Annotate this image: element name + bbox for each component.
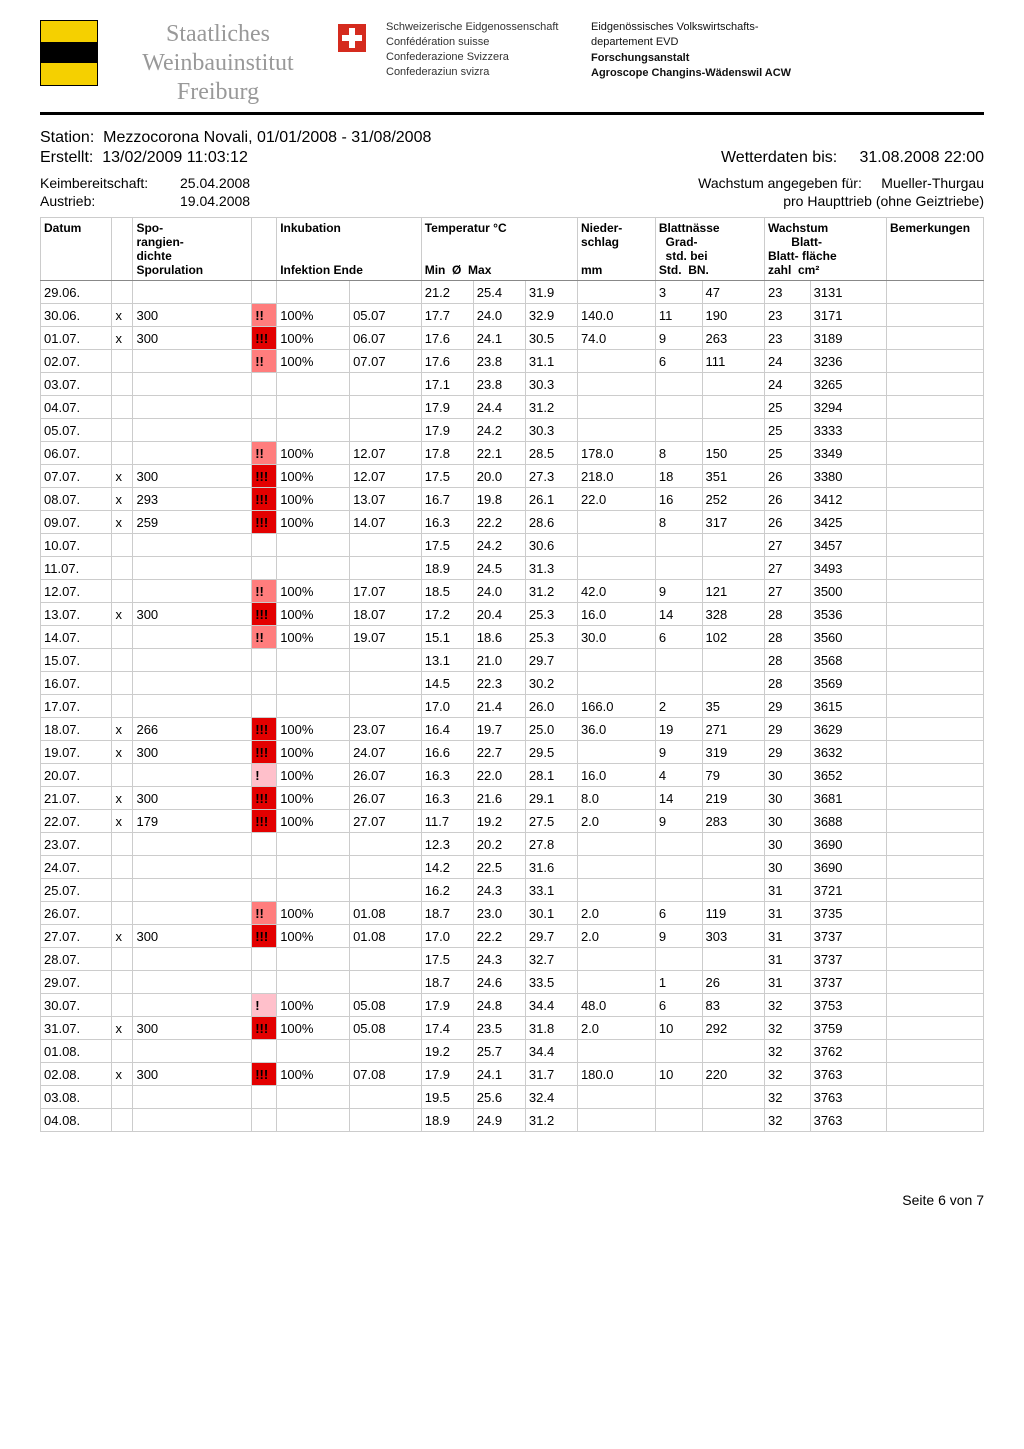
col-bemerk: Bemerkungen [887,218,984,281]
table-row: 29.07.18.724.633.5126313737 [41,971,984,994]
col-temp: Temperatur °CMin Ø Max [421,218,577,281]
table-row: 20.07.!100%26.0716.322.028.116.047930365… [41,764,984,787]
table-row: 17.07.17.021.426.0166.0235293615 [41,695,984,718]
department-text: Eidgenössisches Volkswirtschafts- depart… [591,20,791,82]
table-row: 19.07.x300!!!100%24.0716.622.729.5931929… [41,741,984,764]
table-row: 06.07.!!100%12.0717.822.128.5178.0815025… [41,442,984,465]
table-row: 31.07.x300!!!100%05.0817.423.531.82.0102… [41,1017,984,1040]
table-row: 02.07.!!100%07.0717.623.831.16111243236 [41,350,984,373]
table-row: 11.07.18.924.531.3273493 [41,557,984,580]
table-row: 12.07.!!100%17.0718.524.031.242.09121273… [41,580,984,603]
table-row: 28.07.17.524.332.7313737 [41,948,984,971]
table-row: 05.07.17.924.230.3253333 [41,419,984,442]
table-row: 27.07.x300!!!100%01.0817.022.229.72.0930… [41,925,984,948]
table-row: 01.08.19.225.734.4323762 [41,1040,984,1063]
table-row: 04.08.18.924.931.2323763 [41,1109,984,1132]
table-row: 29.06.21.225.431.9347233131 [41,281,984,304]
table-row: 01.07.x300!!!100%06.0717.624.130.574.092… [41,327,984,350]
table-row: 30.06.x300!!100%05.0717.724.032.9140.011… [41,304,984,327]
table-row: 13.07.x300!!!100%18.0717.220.425.316.014… [41,603,984,626]
bw-crest-icon [40,20,98,86]
col-x [112,218,133,281]
swiss-cross-icon [338,24,366,52]
page-footer: Seite 6 von 7 [40,1192,984,1208]
col-blatt: Blattnässe Grad- std. beiStd. BN. [655,218,764,281]
keim-line: Keimbereitschaft:25.04.2008 Wachstum ang… [40,175,984,191]
table-row: 22.07.x179!!!100%27.0711.719.227.52.0928… [41,810,984,833]
table-row: 04.07.17.924.431.2253294 [41,396,984,419]
austrieb-line: Austrieb:19.04.2008 pro Haupttrieb (ohne… [40,193,984,209]
table-row: 26.07.!!100%01.0818.723.030.12.061193137… [41,902,984,925]
table-row: 24.07.14.222.531.6303690 [41,856,984,879]
col-wachs: Wachstum Blatt-Blatt- flächezahl cm² [764,218,886,281]
table-row: 14.07.!!100%19.0715.118.625.330.06102283… [41,626,984,649]
table-row: 25.07.16.224.333.1313721 [41,879,984,902]
table-row: 23.07.12.320.227.8303690 [41,833,984,856]
table-row: 10.07.17.524.230.6273457 [41,534,984,557]
col-nieder: Nieder-schlagmm [577,218,655,281]
table-row: 09.07.x259!!!100%14.0716.322.228.6831726… [41,511,984,534]
table-row: 16.07.14.522.330.2283569 [41,672,984,695]
table-row: 30.07.!100%05.0817.924.834.448.068332375… [41,994,984,1017]
table-row: 03.07.17.123.830.3243265 [41,373,984,396]
table-row: 08.07.x293!!!100%13.0716.719.826.122.016… [41,488,984,511]
table-row: 03.08.19.525.632.4323763 [41,1086,984,1109]
table-row: 15.07.13.121.029.7283568 [41,649,984,672]
col-datum: Datum [41,218,112,281]
table-row: 21.07.x300!!!100%26.0716.321.629.18.0142… [41,787,984,810]
created-wetter-line: Erstellt: 13/02/2009 11:03:12 Wetterdate… [40,149,984,167]
station-line: Station: Mezzocorona Novali, 01/01/2008 … [40,129,984,147]
col-spo: Spo-rangien-dichteSporulation [133,218,252,281]
confederation-text: Schweizerische Eidgenossenschaft Confédé… [386,20,571,79]
weather-data-table: Datum Spo-rangien-dichteSporulation Inku… [40,217,984,1132]
page-header: Staatliches Weinbauinstitut Freiburg Sch… [40,20,984,115]
table-row: 02.08.x300!!!100%07.0817.924.131.7180.01… [41,1063,984,1086]
col-warn [252,218,277,281]
col-inku: InkubationInfektion Ende [277,218,422,281]
institute-name: Staatliches Weinbauinstitut Freiburg [118,20,318,106]
table-row: 07.07.x300!!!100%12.0717.520.027.3218.01… [41,465,984,488]
table-row: 18.07.x266!!!100%23.0716.419.725.036.019… [41,718,984,741]
